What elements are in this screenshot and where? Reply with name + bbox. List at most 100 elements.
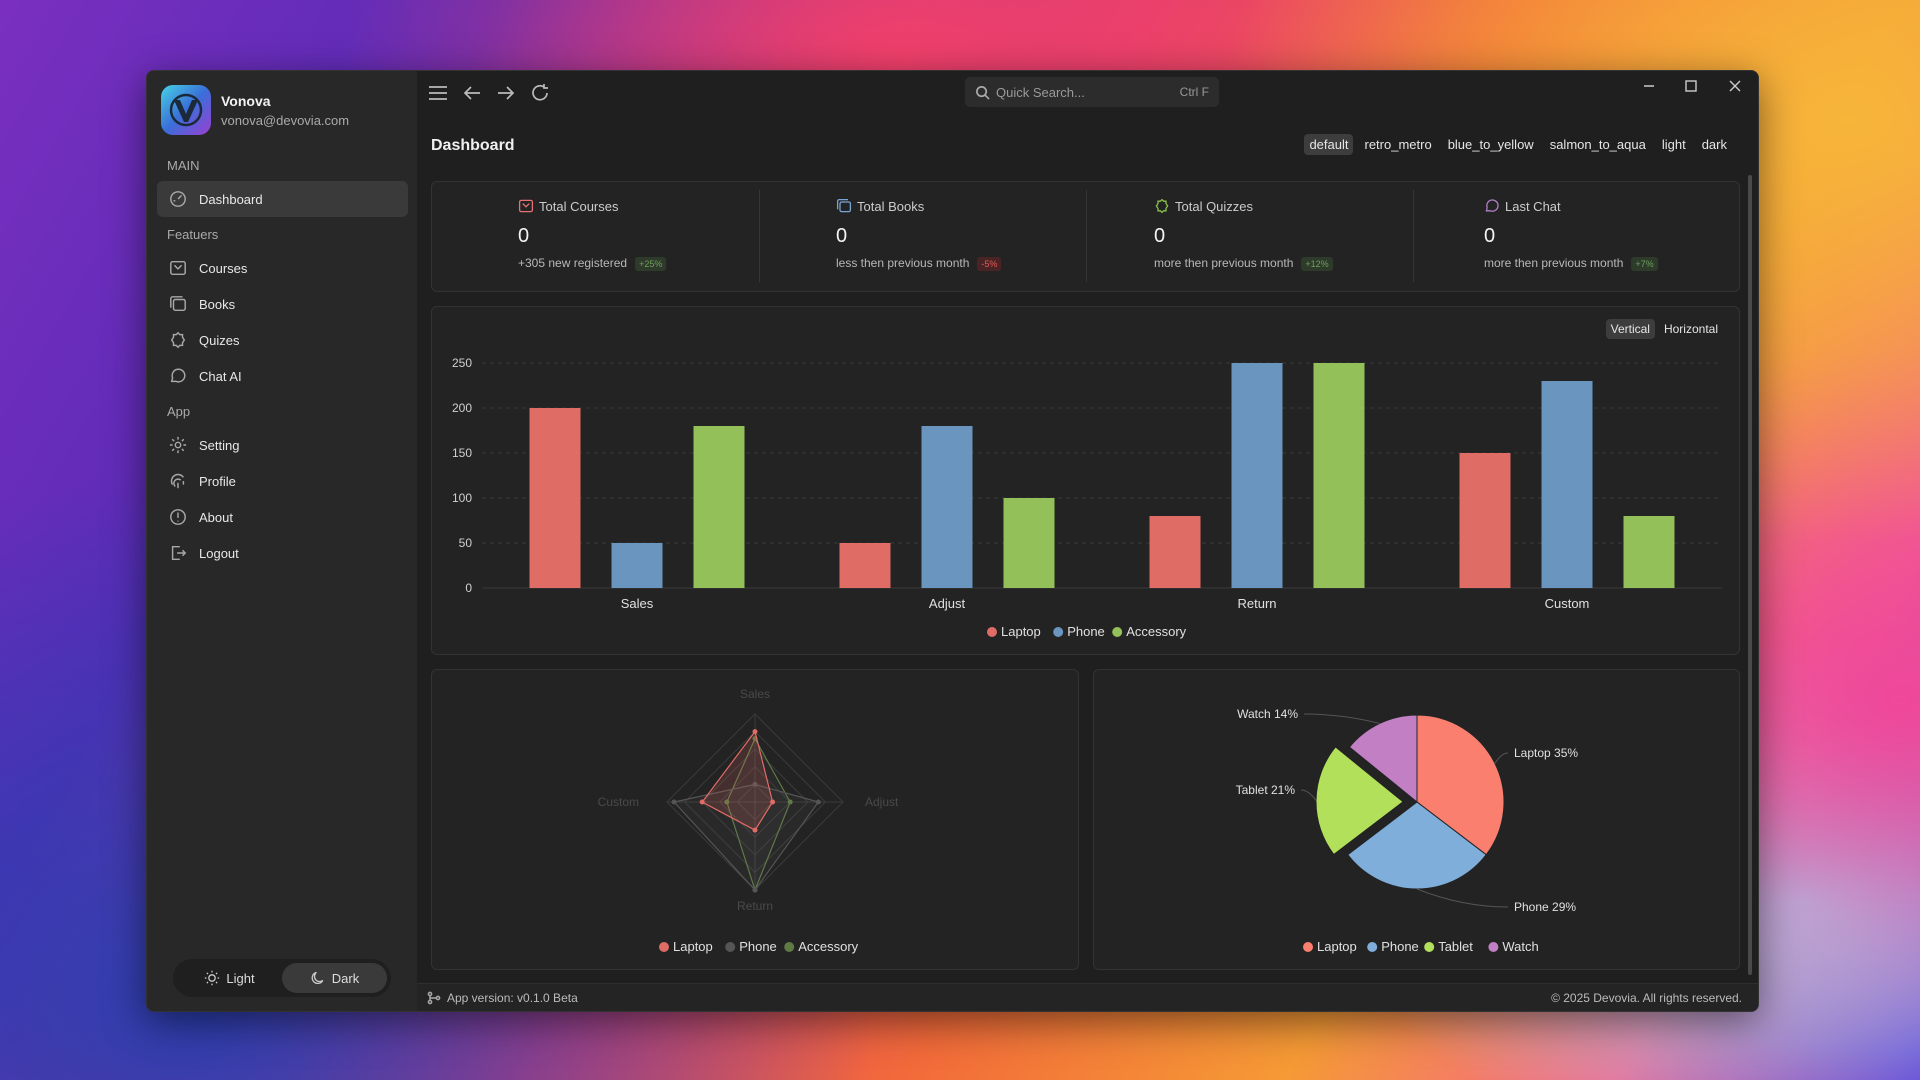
pie-slice-tablet: [1315, 746, 1404, 856]
close-icon[interactable]: [1728, 79, 1742, 93]
pie-label: Watch 14%: [1237, 707, 1298, 721]
stat-label: Total Courses: [539, 198, 619, 214]
sidebar-item-label: Profile: [199, 473, 236, 489]
divider: [1413, 190, 1414, 282]
radar-point: [770, 799, 776, 805]
legend-marker: [1112, 627, 1123, 637]
sidebar-item-label: Chat AI: [199, 368, 242, 384]
radar-axis-label: Adjust: [865, 795, 899, 809]
pie-slice-phone: [1347, 801, 1487, 890]
legend-marker: [1303, 942, 1313, 952]
dashboard-icon: [170, 191, 186, 207]
x-tick-label: Custom: [1545, 596, 1590, 611]
sidebar-item-setting[interactable]: Setting: [157, 427, 408, 463]
maximize-icon[interactable]: [1684, 79, 1698, 93]
sidebar-item-label: Dashboard: [199, 191, 263, 207]
sidebar-item-about[interactable]: About: [157, 499, 408, 535]
legend-label: Laptop: [1317, 939, 1357, 954]
y-tick-label: 200: [452, 401, 472, 415]
sidebar-item-profile[interactable]: Profile: [157, 463, 408, 499]
refresh-icon[interactable]: [529, 82, 551, 104]
stat-sub: less then previous month: [836, 256, 970, 270]
radar-axis-label: Return: [737, 899, 773, 913]
moon-icon: [311, 971, 324, 985]
legend-marker: [987, 627, 997, 637]
bar-phone-custom: [1541, 381, 1593, 588]
legend-label: Accessory: [1126, 624, 1186, 639]
quick-search[interactable]: Quick Search... Ctrl F: [965, 77, 1219, 107]
stat-total-quizzes: Total Quizzes 0 more then previous month…: [1154, 182, 1480, 291]
pie-slice-laptop: [1416, 714, 1505, 856]
theme-toggle: Light Dark: [173, 959, 391, 997]
bar-phone-sales: [611, 543, 663, 588]
pie-label-line: [1303, 713, 1380, 724]
legend-label: Laptop: [673, 939, 713, 954]
sidebar-item-logout[interactable]: Logout: [157, 535, 408, 571]
pie-chart-card: Laptop 35% Phone 29% Tablet 21% Watch 14% La…: [1093, 669, 1740, 970]
forward-arrow-icon[interactable]: [495, 82, 517, 104]
chat-icon: [1485, 199, 1499, 212]
legend-label: Watch: [1502, 939, 1538, 954]
top-bar: Quick Search... Ctrl F: [417, 71, 1758, 115]
dark-label: Dark: [331, 970, 360, 986]
main-content: Quick Search... Ctrl F Dashboard default…: [417, 71, 1758, 1011]
bar-chart-card: Vertical Horizontal 0 50 100 150 200 250 Sales…: [431, 306, 1740, 655]
radar-point: [671, 799, 677, 805]
bar-accessory-return: [1313, 363, 1365, 588]
dark-mode-button[interactable]: Dark: [282, 963, 387, 993]
divider: [1086, 190, 1087, 282]
sidebar-item-label: Books: [199, 296, 236, 312]
stat-value: 0: [1484, 225, 1496, 247]
books-icon: [836, 198, 852, 213]
y-tick-label: 250: [452, 356, 472, 370]
menu-icon[interactable]: [427, 82, 449, 104]
pie-label-line: [1494, 752, 1509, 764]
quizes-icon: [170, 331, 186, 349]
radar-point: [752, 887, 758, 893]
search-icon: [976, 85, 990, 100]
theme-retro-metro[interactable]: retro_metro: [1364, 137, 1432, 152]
stat-last-chat: Last Chat 0 more then previous month +7%: [1484, 182, 1758, 291]
x-tick-label: Adjust: [929, 596, 966, 611]
sidebar-item-label: Quizes: [199, 332, 240, 348]
legend-label: Laptop: [1001, 624, 1041, 639]
sidebar-item-chat-ai[interactable]: Chat AI: [157, 358, 408, 394]
minimize-icon[interactable]: [1642, 79, 1656, 93]
legend-marker: [1367, 942, 1378, 952]
theme-light[interactable]: light: [1661, 137, 1686, 152]
legend-label: Accessory: [798, 939, 858, 954]
user-profile[interactable]: Vonova vonova@devovia.com: [161, 85, 349, 135]
theme-default[interactable]: default: [1304, 134, 1354, 155]
sidebar-item-books[interactable]: Books: [157, 286, 408, 322]
sidebar-item-label: Courses: [199, 260, 248, 276]
pie-chart: Laptop 35% Phone 29% Tablet 21% Watch 14% La…: [1236, 707, 1579, 954]
legend-label: Tablet: [1438, 939, 1473, 954]
footer: App version: v0.1.0 Beta © 2025 Devovia.…: [417, 983, 1758, 1011]
courses-icon: [518, 199, 534, 213]
vertical-button[interactable]: Vertical: [1605, 319, 1655, 339]
stat-label: Total Books: [857, 198, 925, 214]
back-arrow-icon[interactable]: [461, 82, 483, 104]
legend-marker: [784, 942, 795, 952]
theme-dark[interactable]: dark: [1701, 137, 1727, 152]
sidebar-item-dashboard[interactable]: Dashboard: [157, 181, 408, 217]
copyright: © 2025 Devovia. All rights reserved.: [1551, 991, 1742, 1005]
theme-salmon-to-aqua[interactable]: salmon_to_aqua: [1549, 137, 1646, 152]
theme-blue-to-yellow[interactable]: blue_to_yellow: [1447, 137, 1534, 152]
legend-marker: [1488, 942, 1499, 952]
scrollbar[interactable]: [1748, 175, 1752, 975]
bar-phone-adjust: [921, 426, 973, 588]
horizontal-button[interactable]: Horizontal: [1663, 322, 1718, 336]
app-logo: [161, 85, 211, 135]
bar-laptop-sales: [529, 408, 581, 588]
search-shortcut: Ctrl F: [1179, 85, 1209, 99]
sidebar-item-quizes[interactable]: Quizes: [157, 322, 408, 358]
light-mode-button[interactable]: Light: [177, 963, 282, 993]
pie-label: Tablet 21%: [1236, 783, 1296, 797]
info-icon: [170, 509, 186, 525]
stat-total-courses: Total Courses 0 +305 new registered +25%: [518, 182, 844, 291]
sidebar-item-label: Logout: [199, 545, 239, 561]
sidebar-item-courses[interactable]: Courses: [157, 250, 408, 286]
logout-icon: [171, 545, 187, 561]
y-tick-label: 150: [452, 446, 472, 460]
